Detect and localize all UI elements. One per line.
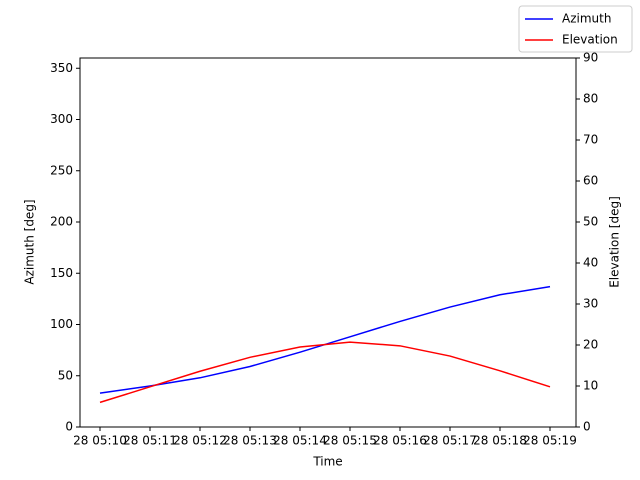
x-axis-label: Time bbox=[312, 455, 342, 469]
x-tick-label: 28 05:14 bbox=[273, 434, 327, 448]
y-tick-label: 300 bbox=[50, 112, 73, 126]
x-tick-label: 28 05:12 bbox=[173, 434, 227, 448]
x-tick-label: 28 05:18 bbox=[473, 434, 527, 448]
y-tick-label: 50 bbox=[58, 368, 73, 382]
y-tick-label: 250 bbox=[50, 163, 73, 177]
y2-axis-label: Elevation [deg] bbox=[608, 196, 622, 288]
x-tick-label: 28 05:16 bbox=[373, 434, 427, 448]
line-series bbox=[99, 285, 551, 394]
y-tick-label: 200 bbox=[50, 215, 73, 229]
y2-tick-label: 60 bbox=[583, 174, 598, 188]
y-tick-label: 0 bbox=[65, 420, 73, 434]
legend-label: Azimuth bbox=[562, 12, 611, 26]
y-tick-label: 350 bbox=[50, 61, 73, 75]
y-tick-label: 100 bbox=[50, 317, 73, 331]
y-axis-label: Azimuth [deg] bbox=[23, 199, 37, 284]
x-tick-label: 28 05:10 bbox=[73, 434, 127, 448]
legend-label: Elevation bbox=[562, 33, 618, 47]
y2-tick-label: 70 bbox=[583, 133, 598, 147]
x-tick-label: 28 05:19 bbox=[523, 434, 577, 448]
x-tick-label: 28 05:11 bbox=[123, 434, 177, 448]
x-tick-label: 28 05:17 bbox=[423, 434, 477, 448]
line-series bbox=[99, 341, 551, 404]
y2-tick-label: 50 bbox=[583, 215, 598, 229]
x-tick-label: 28 05:15 bbox=[323, 434, 377, 448]
y2-tick-label: 10 bbox=[583, 379, 598, 393]
y2-tick-label: 40 bbox=[583, 256, 598, 270]
y2-tick-label: 90 bbox=[583, 51, 598, 65]
x-tick-label: 28 05:13 bbox=[223, 434, 277, 448]
y2-tick-label: 20 bbox=[583, 338, 598, 352]
y2-tick-label: 0 bbox=[583, 420, 591, 434]
y-tick-label: 150 bbox=[50, 266, 73, 280]
y2-tick-label: 30 bbox=[583, 297, 598, 311]
y2-tick-label: 80 bbox=[583, 92, 598, 106]
plot-frame bbox=[79, 57, 577, 428]
